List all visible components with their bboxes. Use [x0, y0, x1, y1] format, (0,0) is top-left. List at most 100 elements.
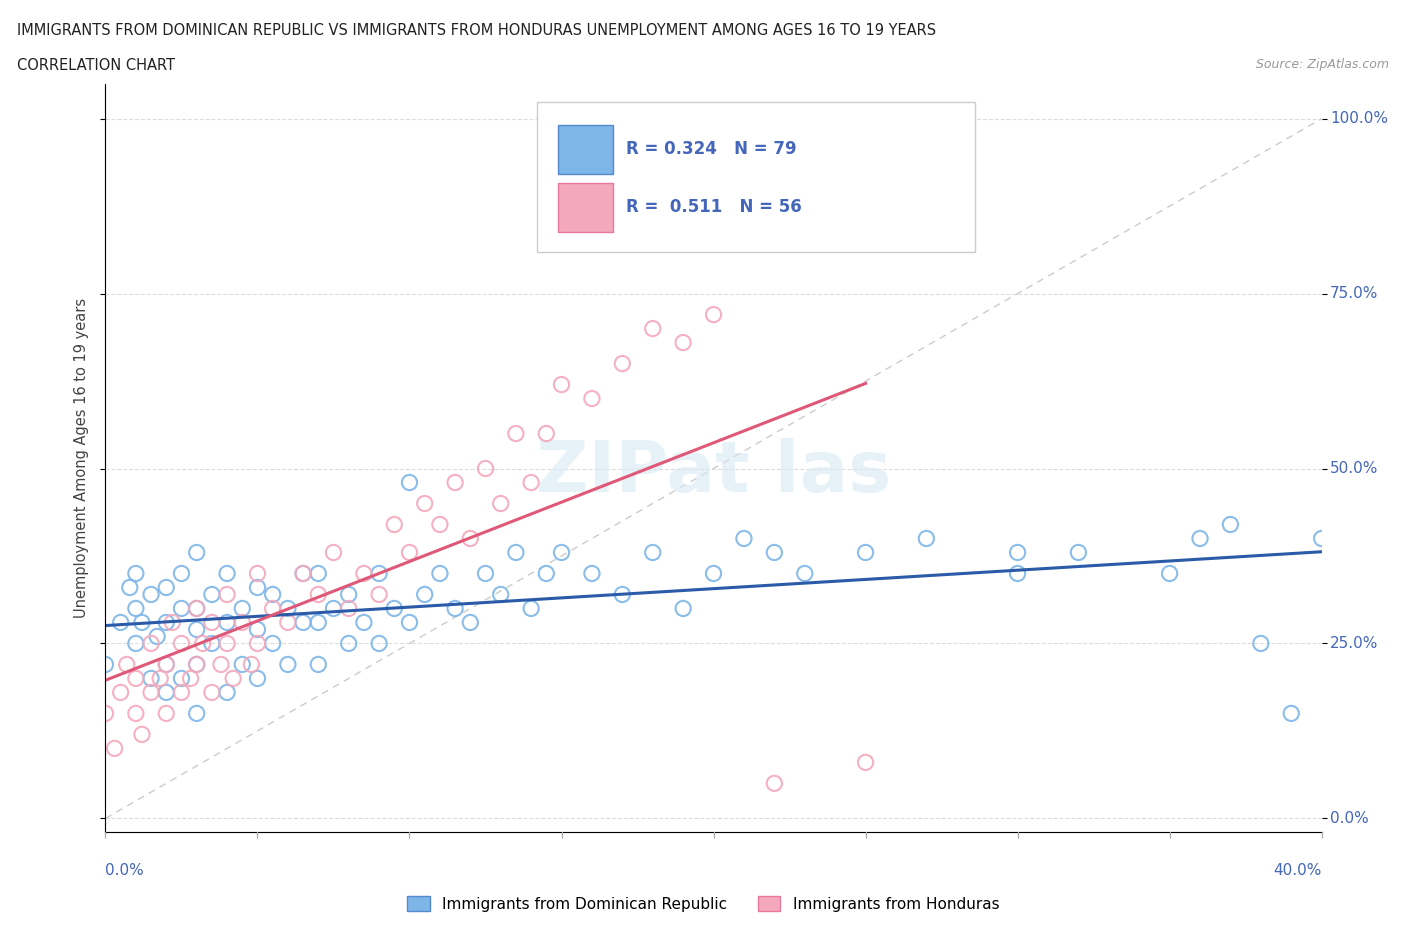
Text: 100.0%: 100.0%	[1330, 112, 1388, 126]
FancyBboxPatch shape	[537, 102, 974, 252]
Point	[581, 392, 603, 406]
Point	[115, 657, 138, 671]
Point	[277, 601, 299, 616]
Point	[139, 636, 162, 651]
Point	[793, 566, 815, 581]
Point	[94, 657, 117, 671]
Point	[307, 566, 329, 581]
Point	[337, 636, 360, 651]
Point	[536, 426, 558, 441]
Point	[240, 657, 263, 671]
Point	[763, 545, 786, 560]
Point	[155, 657, 177, 671]
Point	[246, 580, 269, 595]
Point	[277, 657, 299, 671]
Point	[702, 566, 725, 581]
Point	[170, 601, 193, 616]
Point	[186, 657, 208, 671]
Point	[1007, 545, 1029, 560]
Text: 25.0%: 25.0%	[1330, 636, 1378, 651]
Point	[520, 601, 543, 616]
Text: R =  0.511   N = 56: R = 0.511 N = 56	[626, 198, 801, 217]
Point	[217, 685, 239, 700]
Point	[94, 706, 117, 721]
Point	[1188, 531, 1211, 546]
Point	[246, 636, 269, 651]
Point	[217, 636, 239, 651]
Point	[368, 566, 391, 581]
Text: 0.0%: 0.0%	[1330, 811, 1368, 826]
Point	[307, 615, 329, 630]
Point	[413, 496, 436, 511]
Point	[131, 727, 153, 742]
Point	[155, 615, 177, 630]
Point	[382, 601, 405, 616]
Point	[186, 601, 208, 616]
Y-axis label: Unemployment Among Ages 16 to 19 years: Unemployment Among Ages 16 to 19 years	[75, 298, 90, 618]
Point	[125, 566, 148, 581]
Bar	[558, 183, 613, 232]
Point	[641, 321, 664, 336]
Point	[322, 601, 344, 616]
Text: IMMIGRANTS FROM DOMINICAN REPUBLIC VS IMMIGRANTS FROM HONDURAS UNEMPLOYMENT AMON: IMMIGRANTS FROM DOMINICAN REPUBLIC VS IM…	[17, 23, 936, 38]
Point	[246, 566, 269, 581]
Point	[246, 622, 269, 637]
Point	[474, 566, 496, 581]
Point	[277, 615, 299, 630]
Point	[131, 615, 153, 630]
Point	[413, 587, 436, 602]
Point	[110, 685, 132, 700]
Point	[125, 636, 148, 651]
Point	[186, 657, 208, 671]
Point	[186, 545, 208, 560]
Point	[855, 755, 877, 770]
Point	[170, 671, 193, 685]
Point	[209, 657, 232, 671]
Point	[155, 580, 177, 595]
Point	[186, 706, 208, 721]
Point	[139, 587, 162, 602]
Point	[246, 671, 269, 685]
Bar	[558, 125, 613, 174]
Point	[217, 615, 239, 630]
Point	[733, 531, 755, 546]
Point	[170, 685, 193, 700]
Point	[201, 685, 224, 700]
Point	[139, 685, 162, 700]
Point	[162, 615, 184, 630]
Point	[368, 587, 391, 602]
Point	[550, 545, 572, 560]
Point	[110, 615, 132, 630]
Point	[201, 636, 224, 651]
Point	[505, 545, 527, 560]
Point	[231, 601, 253, 616]
Point	[103, 741, 125, 756]
Point	[672, 335, 695, 350]
Point	[429, 566, 451, 581]
Point	[855, 545, 877, 560]
Point	[292, 566, 315, 581]
Point	[146, 629, 169, 644]
Point	[191, 636, 214, 651]
Point	[262, 601, 284, 616]
Point	[231, 657, 253, 671]
Point	[429, 517, 451, 532]
Point	[1159, 566, 1181, 581]
Point	[382, 517, 405, 532]
Point	[1067, 545, 1090, 560]
Point	[155, 706, 177, 721]
Text: 40.0%: 40.0%	[1274, 863, 1322, 878]
Point	[125, 601, 148, 616]
Point	[217, 587, 239, 602]
Point	[322, 545, 344, 560]
Point	[201, 587, 224, 602]
Point	[231, 615, 253, 630]
Point	[262, 636, 284, 651]
Point	[489, 496, 512, 511]
Point	[201, 615, 224, 630]
Point	[222, 671, 245, 685]
Point	[307, 587, 329, 602]
Point	[149, 671, 172, 685]
Point	[262, 587, 284, 602]
Point	[353, 566, 375, 581]
